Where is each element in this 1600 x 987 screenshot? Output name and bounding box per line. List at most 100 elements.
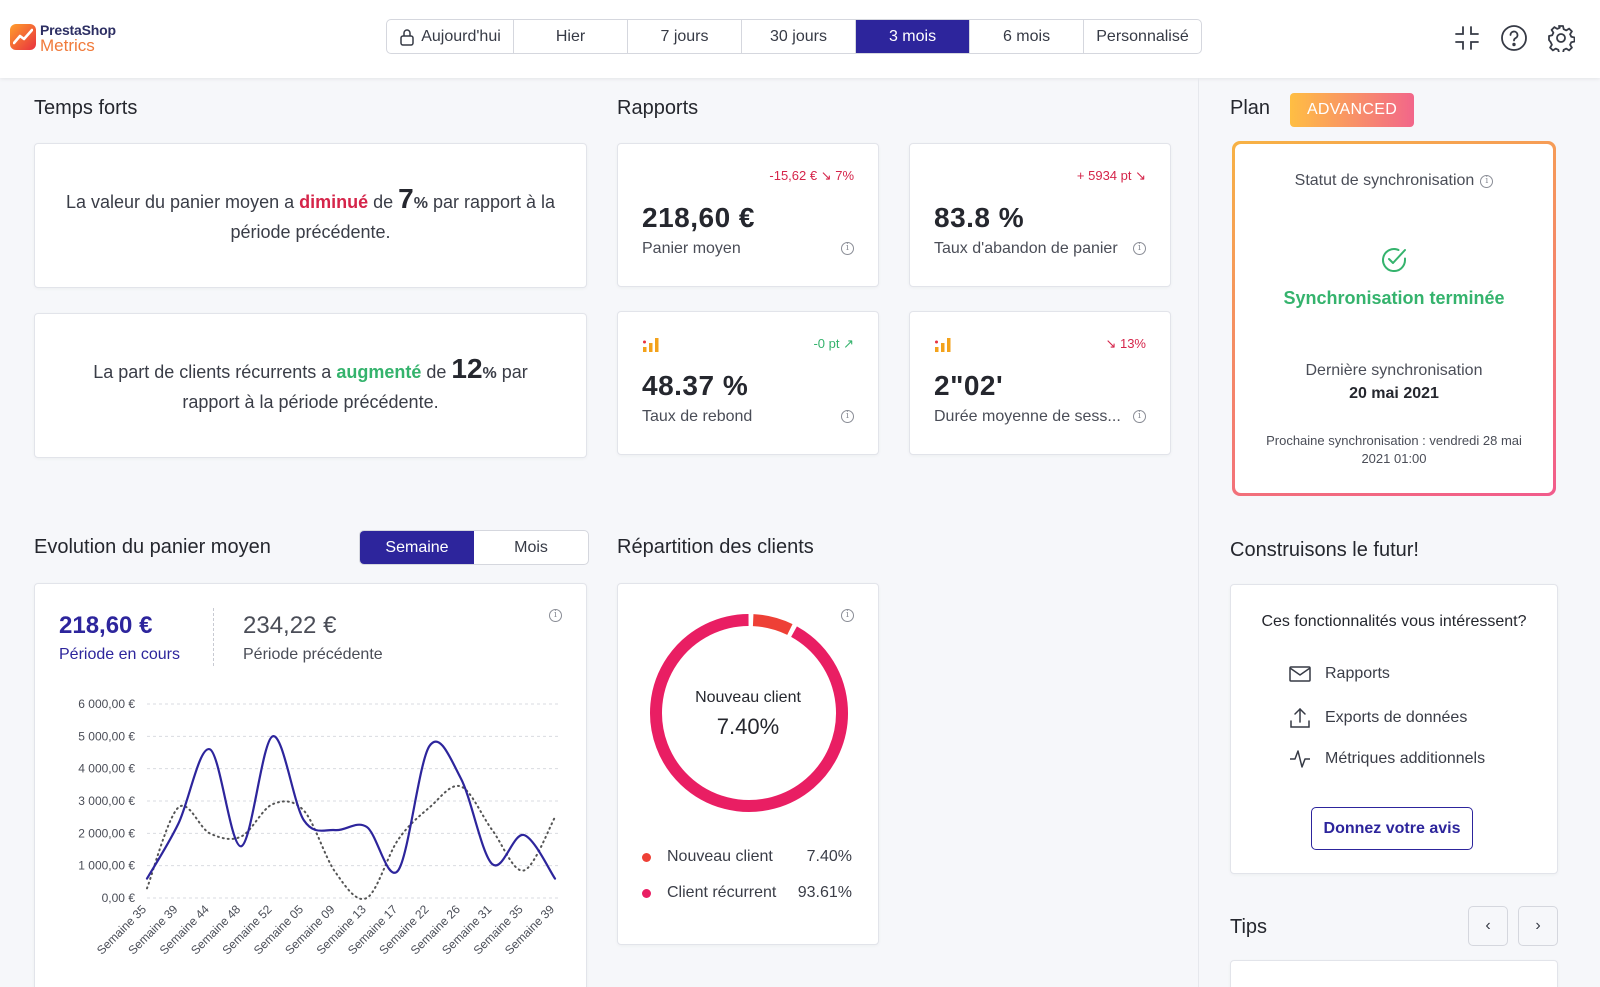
- upload-icon: [1290, 707, 1310, 728]
- period-yesterday-label: Hier: [555, 27, 586, 45]
- period-6-months-label: 6 mois: [1002, 27, 1051, 45]
- period-30-days-label: 30 jours: [770, 27, 827, 45]
- info-icon[interactable]: i: [1480, 174, 1494, 188]
- gear-icon[interactable]: [1546, 23, 1576, 53]
- last-sync-date: 20 mai 2021: [1349, 385, 1439, 402]
- legend-value: 93.61%: [797, 884, 852, 901]
- kpi-delta: ↘ 13%: [1105, 336, 1146, 351]
- logo-text-brand: PrestaShop: [40, 22, 116, 38]
- sync-status: Statut de synchronisation i: [1235, 172, 1553, 190]
- donut-center-label: Nouveau client: [695, 689, 801, 706]
- logo[interactable]: PrestaShop Metrics: [10, 20, 140, 56]
- highlight-returning-keyword: augmenté: [336, 362, 422, 382]
- period-custom[interactable]: Personnalisé: [1084, 20, 1201, 53]
- y-tick-label: 3 000,00 €: [78, 794, 135, 808]
- period-selector: Aujourd'hui Hier 7 jours 30 jours 3 mois…: [386, 19, 1202, 54]
- y-tick-label: 2 000,00 €: [78, 826, 135, 840]
- legend-label: Client récurrent: [667, 884, 777, 901]
- tips-prev-button[interactable]: ‹: [1468, 906, 1508, 946]
- kpi-value: 48.37 %: [642, 370, 749, 401]
- top-bar: PrestaShop Metrics Aujourd'hui Hier 7 jo…: [0, 0, 1600, 78]
- highlight-basket-suffix: par rapport à la période précédente.: [230, 192, 556, 242]
- info-icon[interactable]: i: [1133, 242, 1146, 255]
- logo-text-product: Metrics: [40, 36, 95, 55]
- kpi-card-bounce-rate[interactable]: -0 pt ↗ 48.37 % Taux de rebond i: [617, 311, 879, 455]
- y-tick-label: 4 000,00 €: [78, 762, 135, 776]
- period-today-label: Aujourd'hui: [421, 27, 501, 45]
- evolution-title: Evolution du panier moyen: [34, 536, 271, 558]
- highlight-returning-number: 12: [451, 353, 483, 384]
- next-sync-text: Prochaine synchronisation : vendredi 28 …: [1266, 433, 1522, 466]
- column-divider: [1198, 78, 1199, 987]
- check-circle-icon: [1382, 248, 1407, 272]
- future-title: Construisons le futur!: [1230, 539, 1419, 561]
- period-yesterday[interactable]: Hier: [514, 20, 628, 53]
- kpi-label: Panier moyen: [642, 240, 741, 257]
- legend-dot: [642, 888, 651, 898]
- sync-done-text: Synchronisation terminée: [1283, 288, 1505, 308]
- future-item-reports: Rapports: [1289, 665, 1390, 683]
- donut-slice-new-client: [752, 614, 793, 635]
- kpi-delta: -0 pt ↗: [813, 336, 854, 351]
- toggle-week[interactable]: Semaine: [360, 531, 474, 564]
- highlight-basket-mid: de: [368, 192, 399, 212]
- donut-slice-returning-client: [650, 614, 848, 812]
- kpi-card-average-basket[interactable]: -15,62 € ↘ 7% 218,60 € Panier moyen i: [617, 143, 879, 287]
- period-30-days[interactable]: 30 jours: [742, 20, 856, 53]
- legend-label: Nouveau client: [667, 848, 773, 865]
- highlight-basket-keyword: diminué: [299, 192, 369, 212]
- info-icon[interactable]: i: [841, 242, 854, 255]
- kpi-card-session-duration[interactable]: ↘ 13% 2"02' Durée moyenne de sess... i: [909, 311, 1171, 455]
- y-tick-label: 0,00 €: [102, 891, 136, 905]
- info-icon[interactable]: i: [841, 609, 854, 622]
- kpi-value: 83.8 %: [934, 202, 1025, 233]
- collapse-icon[interactable]: [1452, 23, 1482, 53]
- help-icon[interactable]: [1499, 23, 1529, 53]
- kpi-card-cart-abandonment[interactable]: + 5934 pt ↘ 83.8 % Taux d'abandon de pan…: [909, 143, 1171, 287]
- period-3-months-label: 3 mois: [888, 27, 937, 45]
- reports-title: Rapports: [617, 97, 699, 119]
- highlight-returning-mid: de: [421, 362, 452, 382]
- highlight-returning-percent: %: [482, 365, 497, 382]
- period-6-months[interactable]: 6 mois: [970, 20, 1084, 53]
- kpi-value: 218,60 €: [642, 202, 755, 233]
- clients-title: Répartition des clients: [617, 536, 814, 558]
- current-period-label: Période en cours: [59, 646, 180, 663]
- legend-item-returning: Client récurrent 93.61%: [642, 884, 852, 902]
- info-icon[interactable]: i: [549, 609, 562, 622]
- period-7-days-label: 7 jours: [660, 27, 709, 45]
- period-7-days[interactable]: 7 jours: [628, 20, 742, 53]
- toggle-month[interactable]: Mois: [514, 538, 548, 556]
- highlight-basket-number: 7: [398, 183, 414, 214]
- granularity-toggle: Semaine Mois: [359, 530, 589, 565]
- legend-item-new: Nouveau client 7.40%: [642, 848, 852, 866]
- future-item-label: Métriques additionnels: [1325, 750, 1486, 767]
- info-icon[interactable]: i: [1133, 410, 1146, 423]
- highlight-text-basket: La valeur du panier moyen a diminué de 7…: [65, 184, 556, 247]
- series-line-current: [145, 735, 557, 880]
- legend-dot: [642, 852, 651, 862]
- last-sync-label: Dernière synchronisation: [1305, 362, 1483, 379]
- logo-icon: [10, 24, 36, 50]
- highlight-basket-prefix: La valeur du panier moyen a: [65, 192, 300, 212]
- series-line-previous: [146, 784, 556, 901]
- kpi-label: Taux d'abandon de panier: [934, 240, 1118, 257]
- future-card: Ces fonctionnalités vous intéressent? Ra…: [1230, 584, 1558, 874]
- tips-card: [1230, 960, 1558, 987]
- sync-status-label: Statut de synchronisation: [1294, 172, 1475, 189]
- kpi-divider: [213, 608, 214, 666]
- sync-card: Statut de synchronisation i Synchronisat…: [1232, 141, 1556, 496]
- period-3-months[interactable]: 3 mois: [856, 20, 970, 53]
- feedback-button[interactable]: Donnez votre avis: [1311, 807, 1473, 850]
- tips-next-button[interactable]: ›: [1518, 906, 1558, 946]
- period-today[interactable]: Aujourd'hui: [387, 20, 514, 53]
- kpi-label: Taux de rebond: [642, 408, 753, 425]
- signal-bars-icon: [935, 338, 951, 352]
- signal-bars-icon: [643, 338, 659, 352]
- info-icon[interactable]: i: [841, 410, 854, 423]
- previous-period-label: Période précédente: [243, 646, 383, 663]
- highlight-card-basket: La valeur du panier moyen a diminué de 7…: [34, 143, 587, 288]
- tips-title: Tips: [1230, 916, 1268, 938]
- kpi-label: Durée moyenne de sess...: [934, 408, 1121, 425]
- kpi-value: 2"02': [934, 370, 1004, 401]
